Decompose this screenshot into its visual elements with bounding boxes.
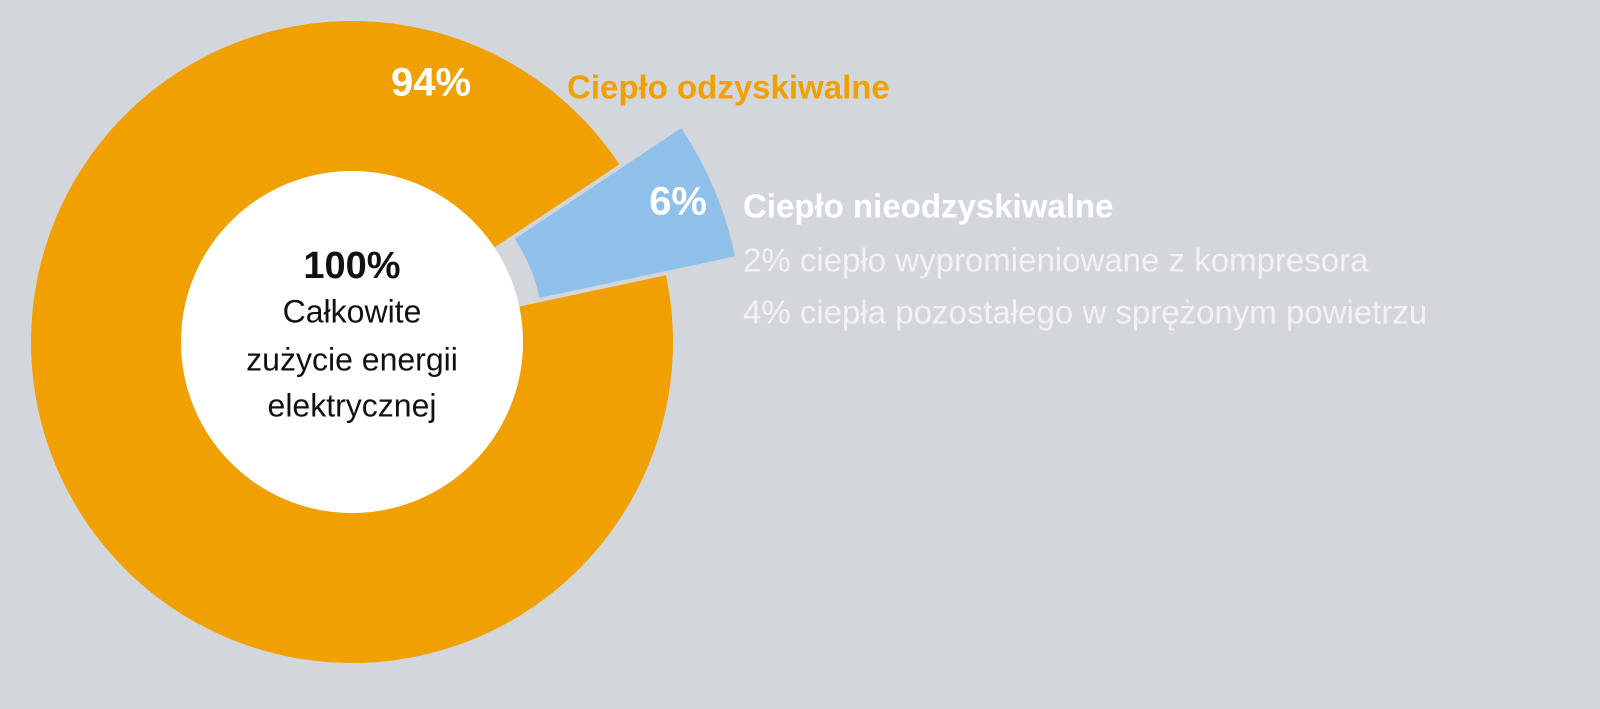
value-label: 6% — [649, 180, 707, 224]
value-label: 94% — [391, 61, 471, 105]
slice — [30, 20, 673, 663]
center-text: zużycie energii — [246, 341, 458, 377]
note: 4% ciepła pozostałego w sprężonym powiet… — [743, 294, 1427, 331]
category-label: Ciepło nieodzyskiwalne — [743, 188, 1113, 225]
slice — [514, 128, 736, 298]
center-text: 100% — [303, 245, 400, 287]
category-label: Ciepło odzyskiwalne — [567, 69, 890, 106]
center-text: Całkowite — [283, 293, 422, 329]
note: 2% ciepło wypromieniowane z kompresora — [743, 242, 1369, 279]
donut-hole — [181, 171, 523, 513]
center-text: elektrycznej — [268, 387, 437, 423]
